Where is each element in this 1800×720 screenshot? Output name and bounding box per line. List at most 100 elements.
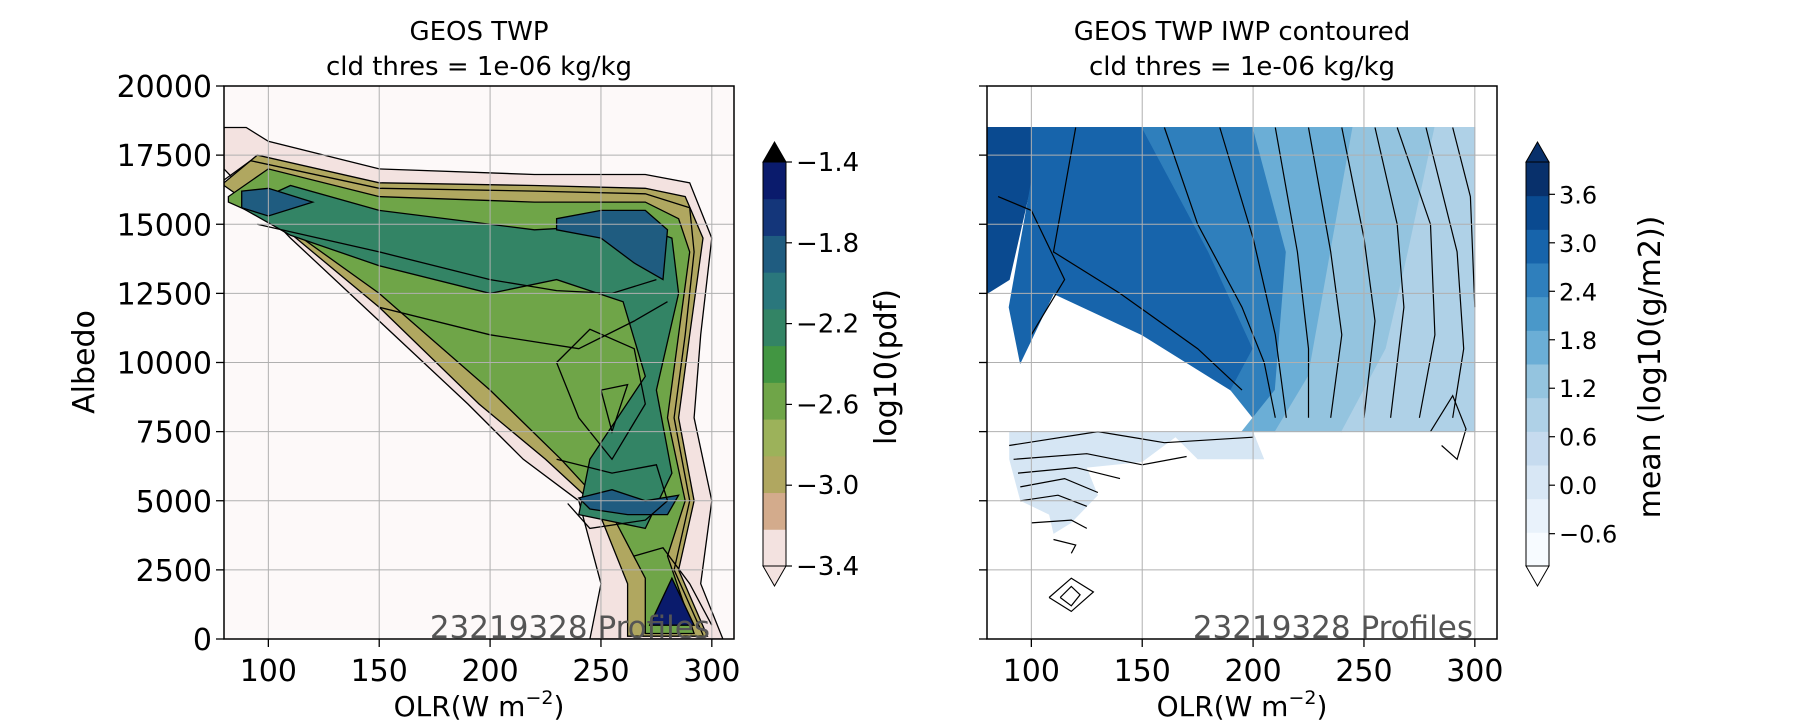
pdf-panel: GEOS TWP cld thres = 1e-06 kg/kg 100 150 2…	[67, 17, 904, 720]
colorbar-segment-0	[1526, 532, 1549, 567]
pdf-contour-lines	[224, 160, 713, 636]
colorbar-tick-label-3: 1.8	[1559, 327, 1597, 355]
pdf-x-axis-label: OLR(W m−2)	[394, 687, 565, 720]
colorbar-segment-3	[763, 419, 786, 457]
colorbar-frame	[762, 161, 787, 567]
colorbar-segment-7	[763, 272, 786, 310]
iwp-y-ticks	[979, 85, 987, 640]
iwp-contour-line-6	[1341, 127, 1376, 418]
x-tick-label-2: 200	[461, 654, 518, 689]
iwp-contour-line-0	[997, 196, 1066, 336]
colorbar-segment-10	[763, 162, 786, 200]
iwp-x-label-close: )	[1316, 690, 1327, 720]
iwp-region-0	[987, 127, 1032, 294]
iwp-contour-line-13	[1017, 466, 1121, 480]
colorbar-tick-label-2: −2.2	[796, 310, 859, 340]
pdf-x-label-main: OLR(W m	[394, 690, 526, 720]
x-tick-label-3: 250	[572, 654, 629, 689]
iwp-contour-line-9	[1425, 127, 1465, 418]
colorbar-tick-label-1: 3.0	[1559, 230, 1597, 258]
y-tick-label-3: 7500	[136, 416, 212, 451]
iwp-contour-line-17	[1053, 538, 1077, 554]
x-tick-label-1: 150	[351, 654, 408, 689]
iwp-annotation: 23219328 Profiles	[1193, 610, 1473, 646]
iwp-contour-line-4	[1274, 127, 1310, 418]
colorbar-segment-9	[1526, 229, 1549, 264]
y-tick-label-7: 17500	[117, 139, 212, 174]
x-tick-label-1: 150	[1114, 654, 1171, 689]
colorbar-segment-4	[1526, 397, 1549, 432]
pdf-y-ticks: 0 2500 5000 7500 10000 12500 15000 17500 20000	[117, 70, 224, 658]
colorbar-tick-label-5: −3.4	[796, 552, 859, 582]
colorbar-extend-low	[762, 565, 787, 588]
pdf-contour-line-4	[600, 383, 629, 434]
iwp-title-line2: cld thres = 1e-06 kg/kg	[1089, 52, 1395, 82]
x-tick-label-0: 100	[1003, 654, 1060, 689]
x-tick-label-0: 100	[240, 654, 297, 689]
iwp-x-axis-label: OLR(W m−2)	[1157, 687, 1328, 720]
x-tick-label-4: 300	[1446, 654, 1503, 689]
iwp-contour-line-20	[1429, 394, 1467, 461]
iwp-contour-line-11	[1009, 430, 1254, 447]
iwp-x-label-sup: −2	[1288, 687, 1316, 709]
iwp-contour-line-3	[1219, 127, 1287, 418]
colorbar-extend-high	[1525, 140, 1550, 163]
pdf-annotation: 23219328 Profiles	[430, 610, 710, 646]
pdf-x-ticks: 100 150 200 250 300	[240, 639, 740, 689]
iwp-contour-line-10	[1452, 127, 1476, 308]
colorbar-tick-label-6: 0.0	[1559, 472, 1597, 500]
colorbar-tick-label-4: −3.0	[796, 471, 859, 501]
iwp-title-line1: GEOS TWP IWP contoured	[1074, 17, 1411, 47]
iwp-x-label-main: OLR(W m	[1157, 690, 1289, 720]
y-tick-label-2: 5000	[136, 485, 212, 520]
x-tick-label-4: 300	[683, 654, 740, 689]
iwp-colorbar: 3.6 3.0 2.4 1.8 1.2 0.6 0.0 −0.6	[1525, 140, 1617, 588]
colorbar-segment-1	[1526, 498, 1549, 533]
pdf-contour-line-1	[257, 223, 657, 295]
colorbar-segment-6	[1526, 330, 1549, 365]
colorbar-segment-1	[763, 492, 786, 530]
y-tick-label-5: 12500	[117, 277, 212, 312]
colorbar-tick-label-7: −0.6	[1559, 521, 1617, 549]
iwp-colorbar-label: mean (log10(g/m2))	[1633, 216, 1668, 519]
pdf-x-label-close: )	[553, 690, 564, 720]
colorbar-segment-9	[763, 198, 786, 236]
colorbar-tick-label-1: −1.8	[796, 229, 859, 259]
pdf-contour-line-0	[224, 160, 704, 636]
colorbar-segment-4	[763, 382, 786, 420]
pdf-title-line2: cld thres = 1e-06 kg/kg	[326, 52, 632, 82]
y-tick-label-0: 0	[193, 623, 212, 658]
iwp-contour-line-8	[1396, 127, 1436, 418]
colorbar-tick-label-4: 1.2	[1559, 375, 1597, 403]
colorbar-tick-label-0: −1.4	[796, 148, 859, 178]
iwp-lower-region-0	[1009, 431, 1265, 534]
pdf-colorbar: −1.4 −1.8 −2.2 −2.6 −3.0 −3.4	[762, 140, 859, 588]
iwp-grid	[987, 86, 1497, 639]
iwp-panel: GEOS TWP IWP contoured cld thres = 1e-06…	[979, 17, 1668, 720]
x-tick-label-2: 200	[1224, 654, 1281, 689]
colorbar-segment-2	[763, 455, 786, 494]
pdf-contour-line-6	[634, 547, 713, 626]
iwp-contour-line-16	[1031, 519, 1088, 529]
colorbar-tick-label-0: 3.6	[1559, 181, 1597, 209]
y-tick-label-6: 15000	[117, 208, 212, 243]
pdf-y-axis-label: Albedo	[67, 310, 102, 414]
iwp-contour-fills	[987, 127, 1476, 534]
pdf-contour-level-6	[577, 489, 680, 516]
pdf-contour-level-7	[648, 576, 696, 626]
colorbar-segment-8	[763, 235, 786, 273]
iwp-contour-line-19	[1059, 585, 1081, 607]
iwp-contour-line-18	[1048, 577, 1095, 613]
pdf-x-label-sup: −2	[525, 687, 553, 709]
iwp-contour-line-12	[1013, 453, 1187, 466]
colorbar-segment-3	[1526, 431, 1549, 466]
iwp-contour-line-2	[1163, 127, 1276, 418]
colorbar-segment-11	[1526, 162, 1549, 197]
colorbar-segment-6	[763, 308, 786, 347]
colorbar-extend-low	[1525, 565, 1550, 588]
iwp-contour-line-15	[1020, 494, 1088, 507]
colorbar-segment-10	[1526, 195, 1549, 230]
iwp-contour-line-14	[1020, 477, 1099, 494]
colorbar-segment-7	[1526, 296, 1549, 331]
